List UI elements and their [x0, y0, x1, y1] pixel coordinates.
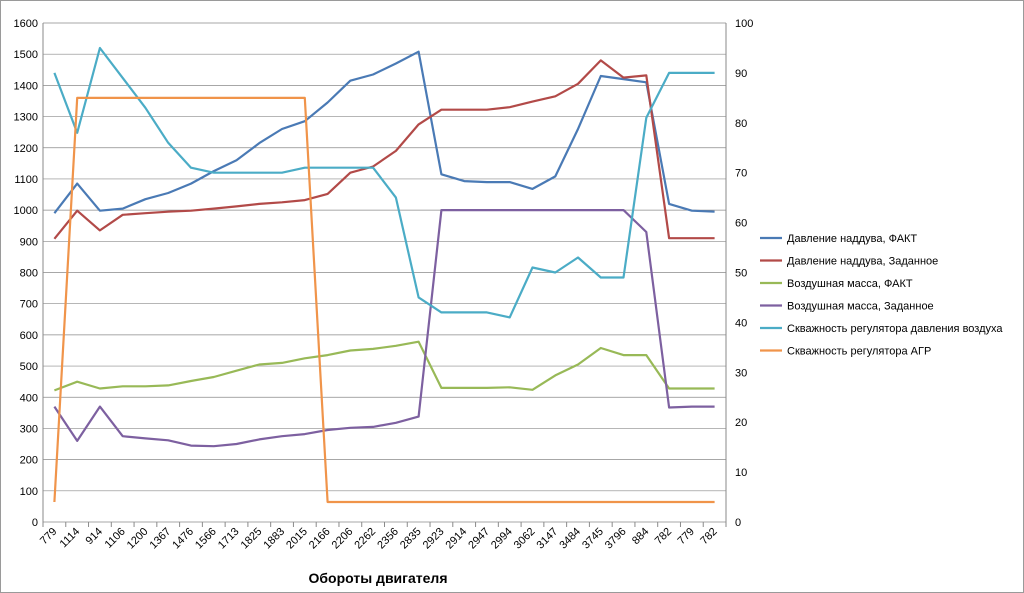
x-tick-label: 884 — [630, 526, 651, 547]
x-tick-label: 1106 — [103, 526, 128, 551]
series-line-4 — [53, 209, 715, 448]
right-tick-label: 20 — [735, 417, 747, 429]
x-tick-label: 1200 — [125, 526, 151, 552]
right-tick-label: 100 — [735, 18, 753, 30]
legend-label: Скважность регулятора давления воздуха — [787, 323, 1003, 335]
series-line-3 — [54, 340, 715, 392]
x-tick-label: 3745 — [580, 526, 606, 552]
x-axis-title: Обороты двигателя — [309, 570, 448, 586]
x-tick-label: 1367 — [148, 526, 174, 552]
x-tick-label: 1825 — [239, 526, 265, 552]
x-tick-label: 2206 — [330, 526, 356, 552]
left-tick-label: 1500 — [14, 49, 38, 61]
x-tick-label: 3147 — [535, 526, 561, 552]
x-tick-label: 2262 — [352, 526, 378, 552]
left-tick-label: 1400 — [14, 80, 38, 92]
x-tick-label: 2835 — [398, 526, 424, 552]
left-tick-label: 1300 — [14, 112, 38, 124]
x-tick-label: 2947 — [466, 526, 492, 552]
legend: Давление наддува, ФАКТ Давление наддува, … — [760, 233, 1003, 358]
legend-label: Скважность регулятора АГР — [787, 346, 931, 358]
right-tick-label: 50 — [735, 268, 747, 280]
left-tick-label: 200 — [20, 455, 38, 467]
x-tick-label: 782 — [653, 526, 674, 547]
x-tick-label: 1566 — [193, 526, 219, 552]
legend-label: Давление наддува, Заданное — [787, 256, 938, 268]
right-tick-label: 70 — [735, 168, 747, 180]
left-tick-label: 600 — [20, 330, 38, 342]
series-line-1 — [53, 50, 715, 214]
left-axis-ticks: 0 100 200 300 400 500 600 700 800 900 1000 1100 1200… — [14, 18, 38, 529]
x-tick-label: 1476 — [170, 526, 196, 552]
legend-label: Воздушная масса, Заданное — [787, 301, 934, 313]
legend-label: Воздушная масса, ФАКТ — [787, 278, 913, 290]
x-tick-label: 2166 — [307, 526, 333, 552]
left-tick-label: 1600 — [14, 18, 38, 30]
legend-label: Давление наддува, ФАКТ — [787, 233, 917, 245]
x-tick-label: 779 — [38, 526, 59, 547]
left-tick-label: 700 — [20, 299, 38, 311]
left-tick-label: 1000 — [14, 205, 38, 217]
left-tick-label: 300 — [20, 423, 38, 435]
x-tick-label: 3062 — [512, 526, 538, 552]
x-tick-label: 3484 — [557, 526, 583, 552]
left-tick-label: 1100 — [14, 174, 38, 186]
series-lines — [53, 46, 715, 504]
right-axis-ticks: 0 10 20 30 40 50 60 70 80 90 100 — [735, 18, 753, 529]
left-tick-label: 500 — [20, 361, 38, 373]
right-tick-label: 80 — [735, 118, 747, 130]
series-line-2 — [53, 59, 715, 240]
left-tick-label: 100 — [20, 486, 38, 498]
gridlines — [42, 22, 727, 527]
right-tick-label: 10 — [735, 467, 747, 479]
right-tick-label: 40 — [735, 317, 747, 329]
left-tick-label: 800 — [20, 268, 38, 280]
x-tick-label: 2923 — [421, 526, 447, 552]
right-tick-label: 30 — [735, 367, 747, 379]
series-line-6 — [53, 96, 715, 504]
left-tick-label: 1200 — [14, 143, 38, 155]
x-tick-label: 782 — [698, 526, 719, 547]
left-tick-label: 900 — [20, 236, 38, 248]
x-tick-label: 2994 — [489, 526, 515, 552]
x-tick-label: 1883 — [261, 526, 287, 552]
x-tick-label: 779 — [676, 526, 697, 547]
x-tick-label: 2015 — [284, 526, 310, 552]
x-tick-label: 914 — [84, 526, 105, 547]
right-tick-label: 0 — [735, 517, 741, 529]
left-tick-label: 400 — [20, 392, 38, 404]
series-line-5 — [53, 46, 715, 319]
left-tick-label: 0 — [32, 517, 38, 529]
right-tick-label: 90 — [735, 68, 747, 80]
x-tick-label: 1114 — [58, 526, 83, 551]
x-tick-label: 2914 — [444, 526, 470, 552]
x-tick-label: 1713 — [216, 526, 242, 552]
right-tick-label: 60 — [735, 218, 747, 230]
x-tick-label: 3796 — [603, 526, 629, 552]
x-tick-label: 2356 — [375, 526, 401, 552]
